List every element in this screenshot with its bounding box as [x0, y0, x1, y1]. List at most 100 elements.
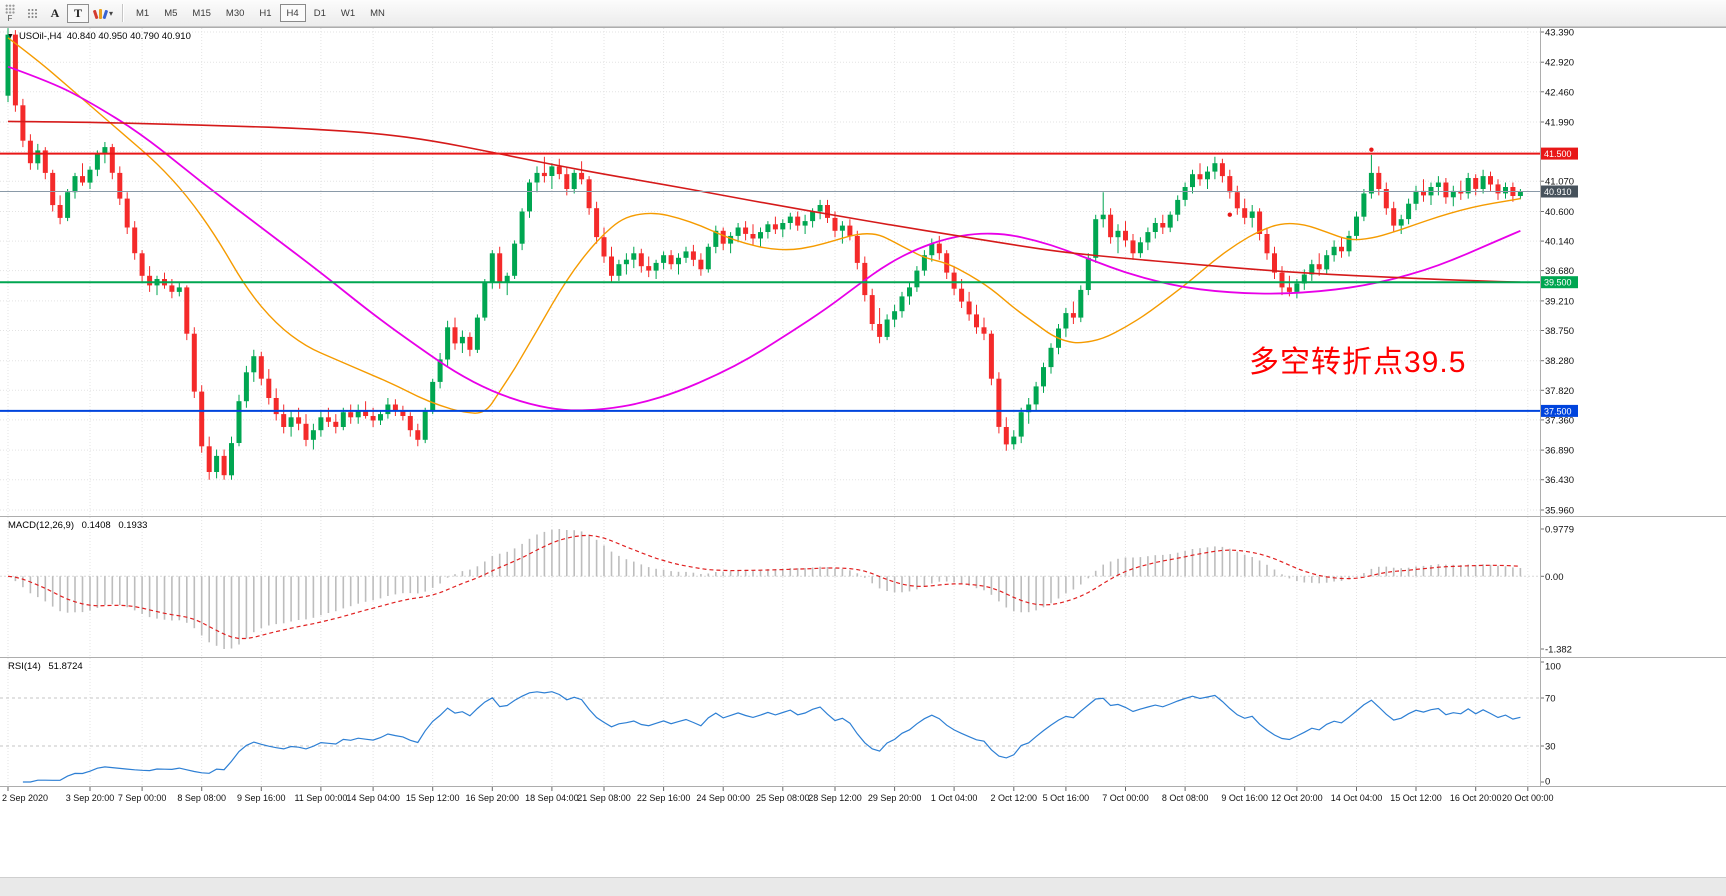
toolbar-separator	[122, 4, 124, 22]
chevron-down-icon: ▾	[109, 8, 114, 18]
svg-text:9 Oct 16:00: 9 Oct 16:00	[1221, 793, 1268, 803]
svg-text:18 Sep 04:00: 18 Sep 04:00	[525, 793, 579, 803]
grid-icon	[27, 8, 37, 18]
svg-text:40.910: 40.910	[1544, 187, 1572, 197]
grid-tool-button[interactable]	[21, 4, 43, 23]
timeframe-button-h1[interactable]: H1	[259, 7, 272, 19]
svg-text:0.9779: 0.9779	[1545, 525, 1574, 536]
timeframe-button-m1[interactable]: M1	[136, 7, 150, 19]
timeframe-button-mn[interactable]: MN	[370, 7, 385, 19]
svg-text:15 Sep 12:00: 15 Sep 12:00	[406, 793, 460, 803]
svg-text:2 Sep 2020: 2 Sep 2020	[2, 793, 48, 803]
svg-text:16 Sep 20:00: 16 Sep 20:00	[466, 793, 520, 803]
svg-text:5 Oct 16:00: 5 Oct 16:00	[1043, 793, 1090, 803]
svg-text:38.750: 38.750	[1545, 326, 1574, 337]
rsi-indicator-label: RSI(14) 51.8724	[8, 661, 83, 672]
timeframe-button-w1[interactable]: W1	[340, 7, 356, 19]
svg-text:20 Oct 00:00: 20 Oct 00:00	[1502, 793, 1554, 803]
svg-text:-1.382: -1.382	[1545, 645, 1572, 656]
macd-signal-line	[7, 534, 1521, 640]
timeframe-button-m15[interactable]: M15	[192, 7, 211, 19]
svg-text:42.920: 42.920	[1545, 58, 1574, 69]
trade-markers	[1227, 147, 1374, 217]
svg-text:14 Sep 04:00: 14 Sep 04:00	[346, 793, 400, 803]
svg-text:12 Oct 20:00: 12 Oct 20:00	[1271, 793, 1323, 803]
panel-borders	[0, 27, 1726, 787]
svg-text:28 Sep 12:00: 28 Sep 12:00	[808, 793, 862, 803]
svg-text:21 Sep 08:00: 21 Sep 08:00	[577, 793, 631, 803]
chart-symbol-label: USOil-,H4	[18, 31, 62, 42]
rsi-line	[22, 691, 1521, 783]
bottom-strip	[0, 877, 1726, 896]
svg-text:11 Sep 00:00: 11 Sep 00:00	[294, 793, 347, 803]
svg-text:39.210: 39.210	[1545, 296, 1574, 307]
svg-text:29 Sep 20:00: 29 Sep 20:00	[868, 793, 922, 803]
crayons-icon	[93, 8, 108, 19]
svg-text:1 Oct 04:00: 1 Oct 04:00	[931, 793, 978, 803]
svg-text:25 Sep 08:00: 25 Sep 08:00	[756, 793, 810, 803]
svg-text:41.990: 41.990	[1545, 118, 1574, 129]
svg-text:16 Oct 20:00: 16 Oct 20:00	[1450, 793, 1502, 803]
ma-red	[7, 120, 1521, 283]
time-axis: 2 Sep 2020 3 Sep 20:00 7 Sep 00:00 8 Sep 08…	[2, 787, 1554, 803]
macd-name: MACD(12,26,9)	[8, 520, 74, 531]
timeframe-button-m30[interactable]: M30	[225, 7, 245, 19]
svg-text:43.390: 43.390	[1545, 28, 1574, 39]
toolbar: F A T ▾ M1 M5 M15 M30 H1 H4 D1 W1 MN	[0, 0, 1726, 27]
macd-signal-value: 0.1933	[118, 520, 148, 531]
svg-text:37.360: 37.360	[1545, 415, 1574, 426]
text-tool-button[interactable]: T	[67, 3, 89, 23]
svg-text:37.500: 37.500	[1544, 406, 1572, 416]
chart-title: ▼ USOil-,H4 40.840 40.950 40.790 40.910	[7, 31, 191, 42]
svg-text:39.500: 39.500	[1544, 278, 1572, 288]
timeframe-button-m5[interactable]: M5	[164, 7, 178, 19]
svg-text:42.460: 42.460	[1545, 87, 1574, 98]
toolbar-grip-column: F	[3, 3, 17, 23]
text-label-tool-button[interactable]: A	[50, 5, 60, 20]
svg-text:41.500: 41.500	[1544, 149, 1572, 159]
timeframe-toolbar: M1 M5 M15 M30 H1 H4 D1 W1 MN	[129, 4, 392, 22]
rsi-level-lines	[0, 697, 1540, 747]
svg-text:2 Oct 12:00: 2 Oct 12:00	[991, 793, 1038, 803]
svg-text:14 Oct 04:00: 14 Oct 04:00	[1331, 793, 1383, 803]
ma-magenta	[7, 65, 1521, 412]
chart-ohlc-values: 40.840 40.950 40.790 40.910	[66, 31, 191, 42]
svg-text:36.890: 36.890	[1545, 446, 1574, 457]
svg-text:38.280: 38.280	[1545, 356, 1574, 367]
current-price-badge: 40.910	[1541, 185, 1578, 198]
svg-text:22 Sep 16:00: 22 Sep 16:00	[637, 793, 691, 803]
toolbar-grip-handle[interactable]	[5, 3, 15, 14]
svg-text:7 Sep 00:00: 7 Sep 00:00	[118, 793, 167, 803]
candles-bear	[12, 30, 1516, 480]
rsi-value: 51.8724	[48, 661, 83, 672]
macd-main-value: 0.1408	[81, 520, 111, 531]
hline-badge-41.500: 41.500	[1541, 147, 1578, 160]
macd-histogram	[14, 529, 1522, 649]
macd-indicator-label: MACD(12,26,9) 0.1408 0.1933	[8, 520, 147, 531]
svg-text:40.140: 40.140	[1545, 237, 1574, 248]
ma-orange	[7, 37, 1521, 414]
timeframe-button-d1[interactable]: D1	[313, 7, 326, 19]
drawing-tools-button[interactable]: ▾	[90, 4, 116, 23]
svg-text:0.00: 0.00	[1545, 572, 1564, 583]
svg-text:30: 30	[1545, 742, 1556, 753]
timeframe-button-h4[interactable]: H4	[279, 4, 306, 22]
annotation-text: 多空转折点39.5	[1249, 346, 1467, 379]
svg-text:24 Sep 00:00: 24 Sep 00:00	[696, 793, 750, 803]
svg-text:100: 100	[1545, 662, 1561, 673]
svg-text:35.960: 35.960	[1545, 506, 1574, 517]
toolbar-f-label: F	[7, 13, 13, 23]
chart-dropdown-icon[interactable]: ▼	[7, 33, 14, 40]
svg-text:36.430: 36.430	[1545, 475, 1574, 486]
svg-text:7 Oct 00:00: 7 Oct 00:00	[1102, 793, 1149, 803]
svg-text:3 Sep 20:00: 3 Sep 20:00	[66, 793, 115, 803]
candles-bull	[5, 28, 1523, 480]
svg-text:40.600: 40.600	[1545, 207, 1574, 218]
svg-text:39.680: 39.680	[1545, 266, 1574, 277]
svg-text:0: 0	[1545, 777, 1550, 788]
svg-text:9 Sep 16:00: 9 Sep 16:00	[237, 793, 286, 803]
svg-text:70: 70	[1545, 694, 1556, 705]
rsi-name: RSI(14)	[8, 661, 41, 672]
svg-text:15 Oct 12:00: 15 Oct 12:00	[1390, 793, 1442, 803]
